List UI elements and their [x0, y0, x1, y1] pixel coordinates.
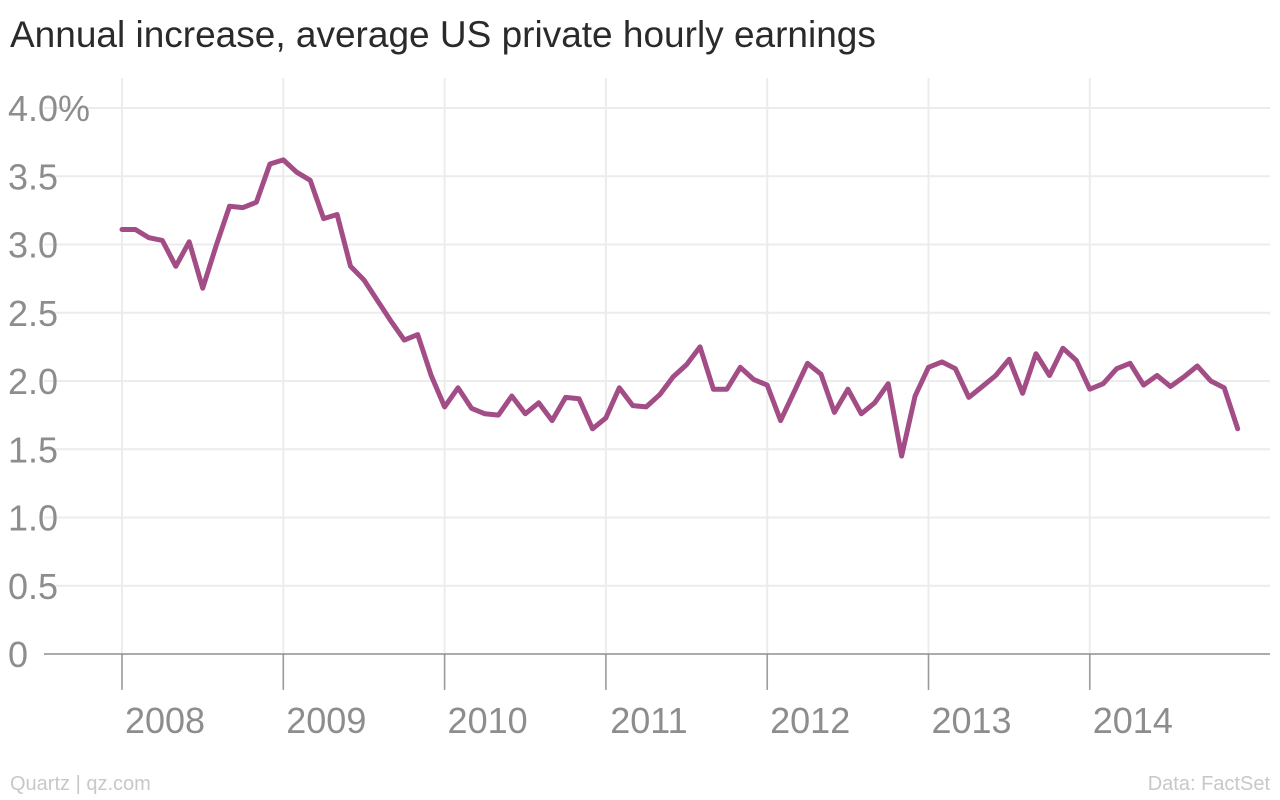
tick-labels: 0 0.5 1.0 1.5 2.0 2.5 3.0 3.5 4.0% 2008 2009 2010 20… [8, 88, 1173, 741]
grid-lines [44, 78, 1270, 688]
x-tick-label: 2008 [125, 700, 205, 741]
x-tick-label: 2013 [931, 700, 1011, 741]
y-tick-label: 0 [8, 634, 28, 675]
y-tick-label: 0.5 [8, 566, 58, 607]
y-tick-label: 3.5 [8, 156, 58, 197]
x-tick-label: 2010 [448, 700, 528, 741]
x-tick-label: 2009 [286, 700, 366, 741]
x-tick-label: 2014 [1093, 700, 1173, 741]
y-tick-label: 3.0 [8, 225, 58, 266]
y-tick-label: 4.0% [8, 88, 90, 129]
x-tick-label: 2012 [770, 700, 850, 741]
y-tick-label: 2.0 [8, 361, 58, 402]
x-tick-label: 2011 [610, 700, 687, 741]
axes [44, 653, 1270, 690]
chart-title: Annual increase, average US private hour… [10, 14, 876, 55]
y-tick-label: 1.0 [8, 498, 58, 539]
series-line [119, 157, 1241, 459]
data-source: Data: FactSet [1147, 773, 1270, 795]
y-tick-label: 2.5 [8, 293, 58, 334]
source-credit: Quartz | qz.com [10, 773, 151, 795]
series-lines [119, 157, 1241, 459]
y-tick-label: 1.5 [8, 429, 58, 470]
